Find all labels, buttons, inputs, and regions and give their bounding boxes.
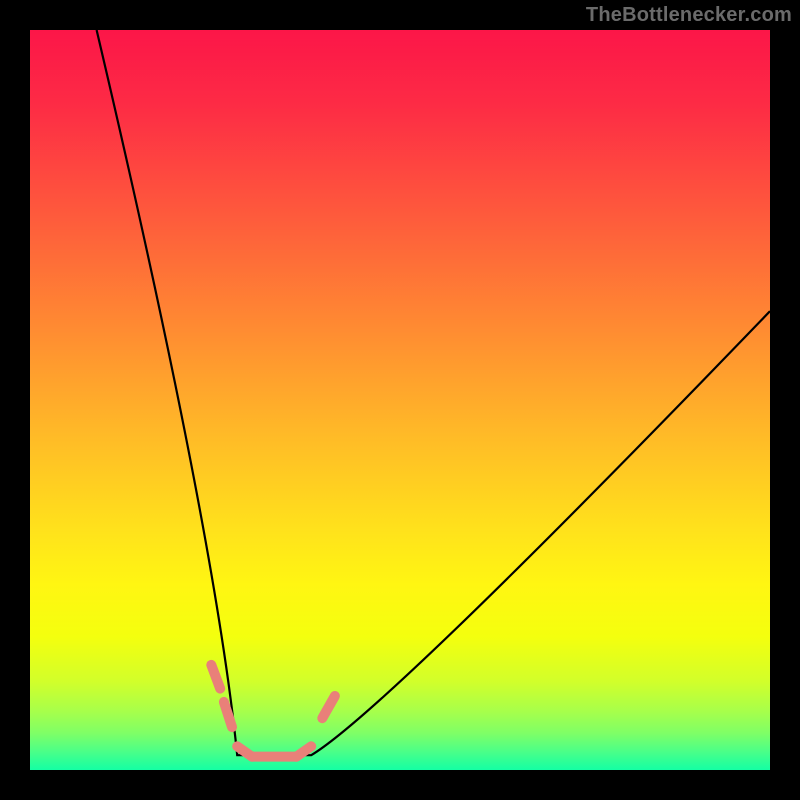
figure-root: TheBottlenecker.com <box>0 0 800 800</box>
plot-gradient-background <box>30 30 770 770</box>
bottleneck-chart <box>0 0 800 800</box>
watermark-text: TheBottlenecker.com <box>586 4 792 27</box>
